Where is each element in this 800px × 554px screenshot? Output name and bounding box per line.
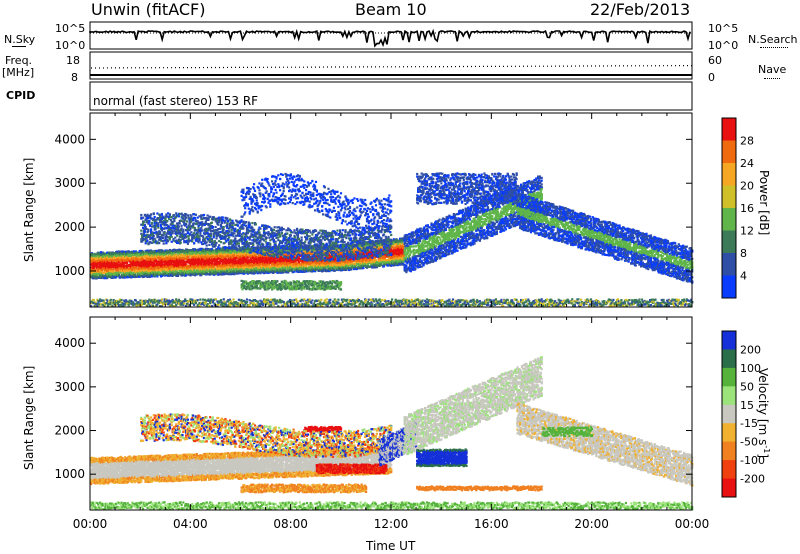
nave-line [90,66,692,71]
velocity-colorbar-tick: -50 [740,436,758,449]
velocity-colorbar-tick: 200 [740,343,761,356]
velocity-colorbar-tick: -100 [740,454,765,467]
power-colorbar-swatch [722,163,736,186]
velocity-colorbar-swatch [722,479,736,498]
ytick-label: 3000 [54,380,85,394]
nsky-panel [90,22,692,49]
radar-plot: 1000 2000 3000 4000 1000 2000 3000 4000 00:00 04:… [0,0,800,554]
xtick-label: 00:00 [73,517,108,531]
xtick-label: 16:00 [474,517,509,531]
velocity-colorbar-tick: -200 [740,473,765,486]
velocity-colorbar-swatch [722,423,736,442]
ytick-label: 2000 [54,220,85,234]
velocity-colorbar-swatch [722,442,736,461]
velocity-colorbar-swatch [722,349,736,368]
velocity-colorbar-swatch [722,405,736,424]
xtick-label: 08:00 [273,517,308,531]
power-colorbar-tick: 4 [740,270,747,283]
xtick-label: 04:00 [173,517,208,531]
ytick-label: 1000 [54,467,85,481]
ytick-label: 2000 [54,424,85,438]
power-colorbar-tick: 28 [740,135,754,148]
power-colorbar-swatch [722,186,736,209]
ytick-label: 4000 [54,336,85,350]
power-colorbar-tick: 20 [740,180,754,193]
xtick-label: 20:00 [574,517,609,531]
velocity-colorbar-tick: 100 [740,362,761,375]
power-colorbar-swatch [722,231,736,254]
velocity-colorbar-tick: -15 [740,417,758,430]
power-colorbar-swatch [722,118,736,141]
power-colorbar-swatch [722,141,736,164]
ytick-label: 4000 [54,132,85,146]
velocity-colorbar-swatch [722,368,736,387]
power-colorbar-tick: 12 [740,225,754,238]
xtick-label: 12:00 [374,517,409,531]
velocity-colorbar-swatch [722,460,736,479]
power-colorbar-tick: 24 [740,157,754,170]
power-colorbar-tick: 16 [740,202,754,215]
cpid-panel [90,82,692,110]
ytick-label: 3000 [54,176,85,190]
power-colorbar-swatch [722,276,736,299]
velocity-colorbar-tick: 50 [740,380,754,393]
power-colorbar-swatch [722,253,736,276]
ytick-label: 1000 [54,264,85,278]
power-colorbar-swatch [722,208,736,231]
velocity-blue-patch [416,448,468,467]
power-colorbar-tick: 8 [740,247,747,260]
velocity-low-orange [241,483,368,493]
velocity-colorbar-swatch [722,386,736,405]
xtick-label: 00:00 [675,517,710,531]
velocity-colorbar-tick: 15 [740,399,754,412]
velocity-colorbar-swatch [722,331,736,350]
